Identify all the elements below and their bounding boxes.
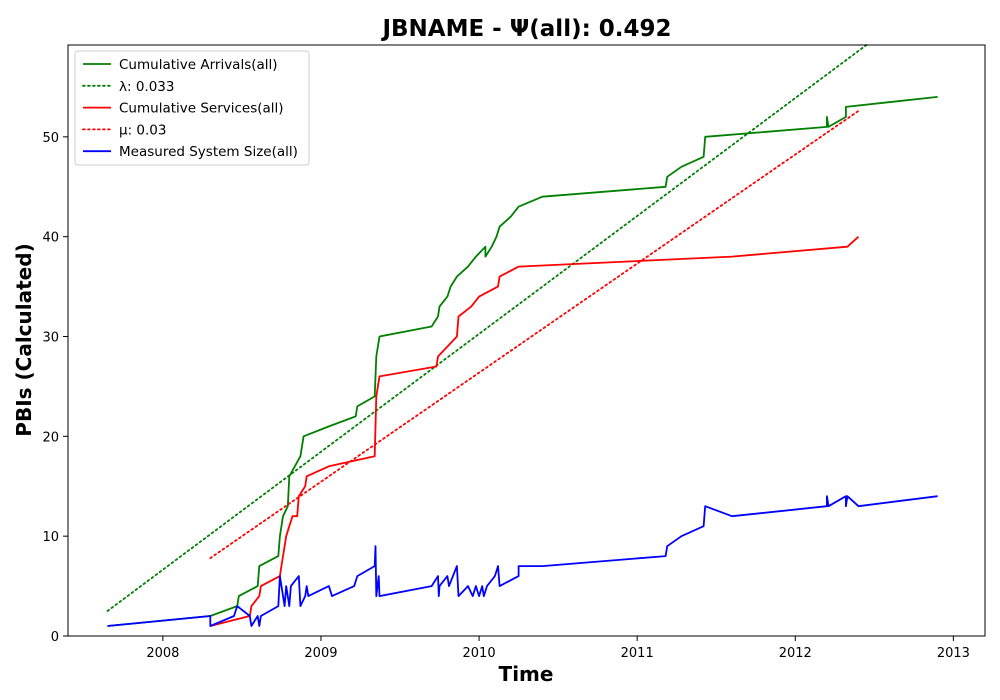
plot-area [106,44,938,627]
plot-frame [67,44,986,637]
x-tick-label: 2009 [304,646,337,661]
series-line-cumulative-arrivals-all [107,96,938,627]
legend-box [74,50,310,166]
y-tick-label: 50 [42,131,59,146]
x-axis-ticks: 2008 2009 2010 2011 2012 2013 [146,636,970,661]
y-tick-label: 40 [42,231,59,246]
y-tick-label: 10 [42,530,59,545]
x-tick-label: 2010 [463,646,496,661]
legend-label: Cumulative Arrivals(all) [119,57,278,73]
y-axis-ticks: 0 10 20 30 40 50 [42,131,68,645]
series-line-0-03 [209,110,860,559]
x-tick-label: 2013 [937,646,970,661]
legend: Cumulative Arrivals(all) λ: 0.033 Cumulati… [74,50,310,166]
legend-label: μ: 0.03 [119,122,167,138]
x-tick-label: 2012 [779,646,812,661]
x-tick-label: 2011 [621,646,654,661]
legend-label: λ: 0.033 [119,79,174,95]
series-line-measured-system-size-all [107,495,938,627]
series-line-cumulative-services-all [210,236,860,627]
legend-label: Measured System Size(all) [119,144,298,160]
y-tick-label: 0 [51,630,59,645]
y-tick-label: 30 [42,331,59,346]
x-tick-label: 2008 [146,646,179,661]
chart-title: JBNAME - Ψ(all): 0.492 [380,16,671,42]
y-tick-label: 20 [42,430,59,445]
x-axis-title: Time [499,662,554,686]
legend-label: Cumulative Services(all) [119,101,284,117]
y-axis-title: PBIs (Calculated) [12,243,36,436]
